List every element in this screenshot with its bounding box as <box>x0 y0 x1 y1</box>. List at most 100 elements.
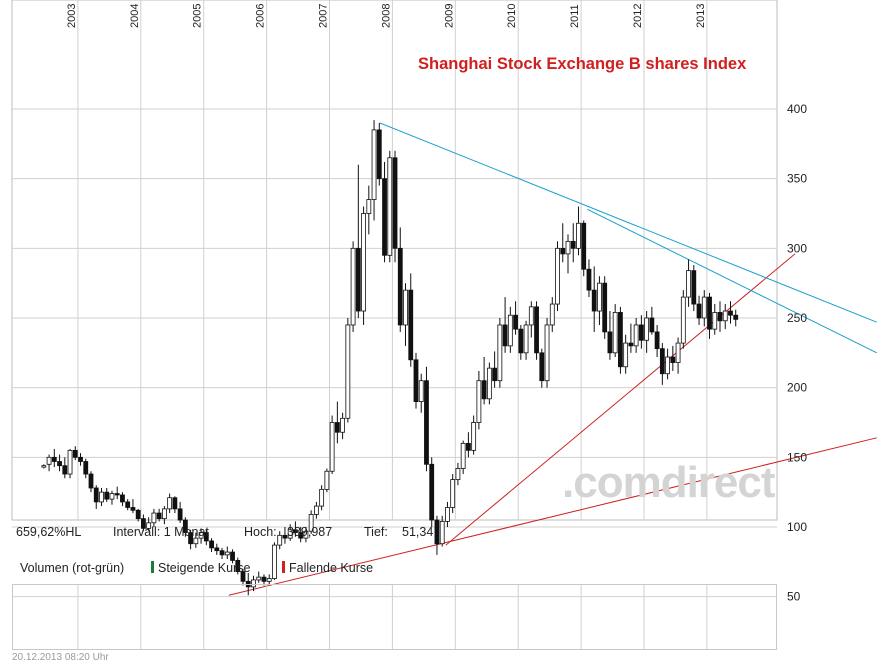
candle <box>591 266 597 332</box>
candle <box>57 454 62 472</box>
candle-body <box>618 312 623 368</box>
candle-body <box>523 324 529 354</box>
candle-body <box>696 303 702 319</box>
candle-body <box>120 494 125 503</box>
candle-body <box>266 578 272 582</box>
candle-body <box>376 129 382 180</box>
candle <box>224 546 230 560</box>
candle <box>581 220 587 277</box>
candle-body <box>434 519 440 545</box>
falling-color-swatch <box>282 561 285 573</box>
candle <box>188 529 193 550</box>
candle <box>298 526 304 543</box>
candle-body <box>135 509 141 520</box>
candle-body <box>324 470 330 490</box>
candle <box>104 487 110 502</box>
candle-body <box>303 530 309 539</box>
y-tick-label: 400 <box>787 102 807 116</box>
candle-body <box>413 359 419 402</box>
candle <box>219 547 225 560</box>
candle-body <box>334 422 340 433</box>
plot-border <box>11 0 778 521</box>
candle-body <box>51 456 57 462</box>
candle <box>345 317 351 423</box>
candle <box>172 496 178 514</box>
candle-body <box>57 461 62 467</box>
rising-color-swatch <box>151 561 154 573</box>
candle-body <box>633 324 639 347</box>
candle-body <box>382 178 387 256</box>
candle <box>46 454 52 472</box>
candle-body <box>345 324 351 419</box>
candle-body <box>471 422 477 451</box>
y-tick-label: 200 <box>787 381 807 395</box>
candle-body <box>466 442 471 451</box>
candle <box>418 373 424 413</box>
candle <box>366 185 372 235</box>
candle-body <box>177 508 183 521</box>
candle-body <box>628 342 634 347</box>
candle-body <box>256 576 262 581</box>
candle <box>51 448 57 468</box>
candle <box>203 529 209 546</box>
candle <box>497 317 503 388</box>
candle-body <box>366 199 372 214</box>
candle-body <box>114 493 120 496</box>
legend-falling: Fallende Kurse <box>282 561 373 575</box>
candle <box>707 292 712 339</box>
candle-body <box>486 367 492 400</box>
candle <box>251 575 256 592</box>
candle-body <box>203 532 209 542</box>
candle <box>319 485 325 511</box>
candle <box>282 526 288 544</box>
candle-body <box>93 487 99 503</box>
candle-body <box>308 514 314 532</box>
candle-body <box>707 296 712 330</box>
candle <box>355 164 361 318</box>
candle-body <box>680 296 686 344</box>
trendline <box>228 437 877 596</box>
candle <box>618 306 623 374</box>
candle-body <box>602 282 608 333</box>
candle <box>272 542 277 580</box>
x-tick-label: 2003 <box>66 4 78 28</box>
candle-body <box>350 247 356 326</box>
candle <box>633 317 639 353</box>
candle-body <box>403 289 408 326</box>
candle-body <box>665 356 670 375</box>
legend-falling-label: Fallende Kurse <box>289 561 374 575</box>
candle-body <box>224 551 230 556</box>
candle-body <box>340 417 346 433</box>
candle-body <box>476 380 482 423</box>
candle <box>481 357 487 405</box>
candle <box>109 490 115 505</box>
candle-body <box>555 247 560 305</box>
candle <box>466 432 471 458</box>
candle-body <box>649 317 655 333</box>
candle-body <box>560 247 566 255</box>
candle-body <box>214 547 220 552</box>
candle-body <box>623 342 629 368</box>
candle-body <box>712 312 718 330</box>
candle <box>167 493 173 514</box>
candle-body <box>565 240 571 255</box>
candle-body <box>392 157 398 249</box>
candle <box>623 334 629 374</box>
candle <box>691 265 697 312</box>
candle-body <box>83 461 89 475</box>
candle-body <box>313 505 319 515</box>
candle <box>476 370 482 430</box>
candle <box>177 501 183 523</box>
candle <box>397 227 403 332</box>
candle <box>141 514 146 532</box>
candle <box>555 241 560 312</box>
candle-body <box>591 289 597 312</box>
candle <box>612 304 618 358</box>
trendline <box>379 122 877 323</box>
candle-body <box>125 501 131 508</box>
candle <box>659 343 665 385</box>
candle-body <box>612 312 618 354</box>
watermark-logo: .comdirect <box>562 458 776 507</box>
candle <box>293 521 298 537</box>
candle <box>88 471 94 493</box>
